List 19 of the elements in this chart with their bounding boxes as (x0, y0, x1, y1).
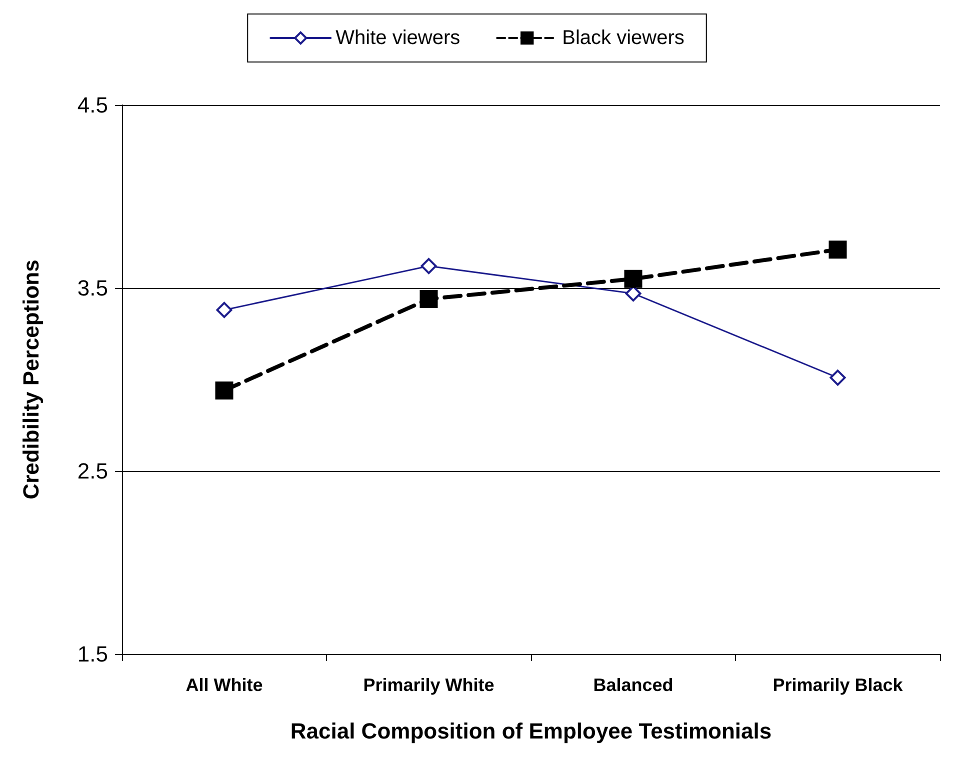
y-tick-label: 2.5 (77, 458, 108, 484)
point (215, 381, 234, 400)
y-tick-label: 3.5 (77, 276, 108, 300)
point (830, 370, 846, 386)
point (828, 240, 847, 259)
y-axis-title: Credibility Perceptions (18, 260, 44, 500)
point (420, 258, 437, 274)
point (216, 302, 232, 318)
legend-label: Black viewers (562, 27, 684, 49)
x-axis-title: Racial Composition of Employee Testimonials (290, 718, 772, 744)
x-tick-label: All White (186, 675, 263, 695)
y-tick-label: 4.5 (77, 92, 108, 118)
y-tick-label: 1.5 (77, 642, 108, 666)
x-tick-label: Primarily White (363, 675, 494, 695)
point (420, 290, 438, 308)
legend-label: White viewers (336, 27, 460, 49)
x-tick-label: Primarily Black (772, 675, 904, 695)
point (624, 270, 642, 288)
x-tick-label: Balanced (593, 675, 674, 695)
